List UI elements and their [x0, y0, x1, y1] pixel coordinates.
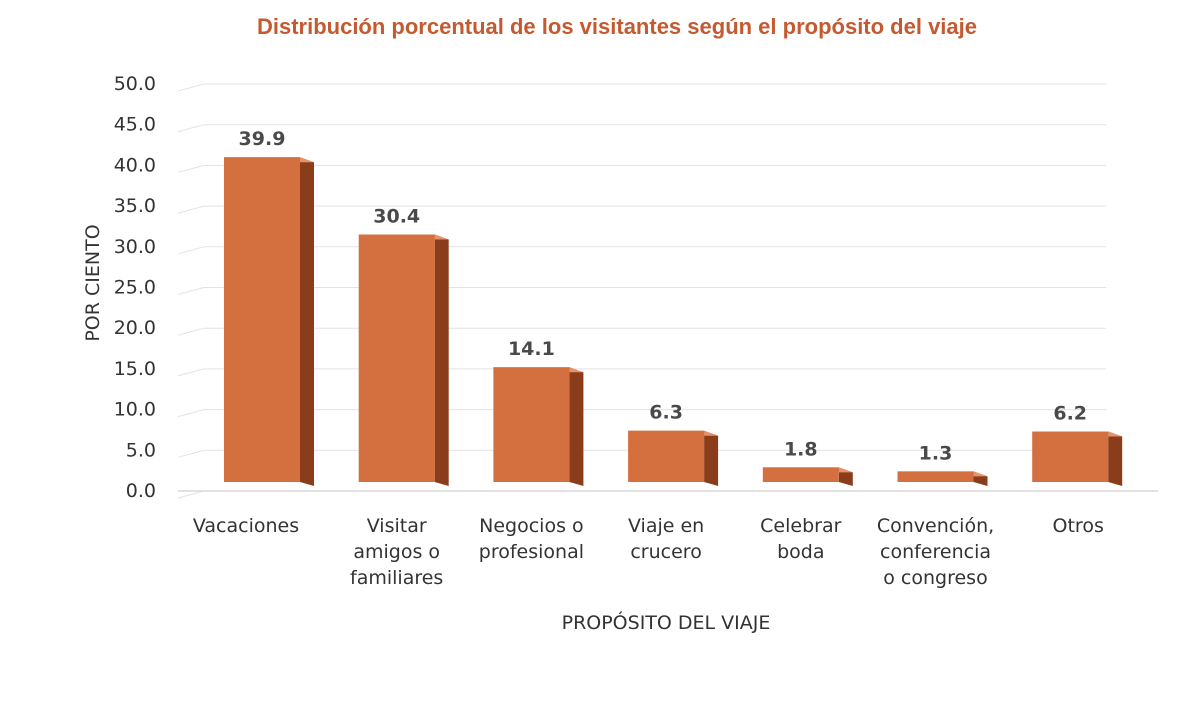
gridline-side [177, 287, 205, 295]
data-label: 1.8 [784, 438, 818, 460]
bar-front [762, 467, 839, 482]
gridline-side [177, 164, 205, 173]
category-label: Celebrar boda [760, 515, 841, 563]
y-tick-label: 35.0 [114, 195, 156, 217]
gridline-side [177, 409, 205, 418]
y-tick-label: 5.0 [126, 439, 156, 461]
y-tick-label: 50.0 [114, 73, 156, 95]
y-tick-label: 20.0 [114, 317, 156, 339]
category-label: Negocios o profesional [479, 515, 584, 563]
category-label: Viaje en crucero [628, 515, 704, 563]
bar-side [434, 234, 449, 486]
y-tick-label: 25.0 [114, 277, 156, 299]
bar [628, 430, 719, 486]
bar [1032, 431, 1123, 486]
data-label: 30.4 [373, 206, 420, 228]
gridline-side [177, 449, 205, 458]
y-tick-label: 0.0 [126, 480, 156, 502]
bar-front [897, 471, 974, 482]
category-labels: Vacaciones Visitar amigos o familiares Negoc… [193, 515, 1104, 589]
bar-side [300, 157, 314, 487]
y-tick-label: 40.0 [114, 154, 156, 176]
data-label: 1.3 [919, 442, 953, 464]
data-label: 14.1 [508, 338, 555, 360]
bar [897, 471, 988, 486]
chart-title: Distribución porcentual de los visitante… [257, 14, 977, 39]
y-axis-ticks: 0.0 5.0 10.0 15.0 20.0 25.0 30.0 35.0 40.0 45.0 50… [114, 73, 156, 502]
gridline-side [177, 246, 205, 255]
category-label: Convención, conferencia o congreso [877, 515, 994, 589]
bar-front [1032, 431, 1109, 482]
gridline-side [177, 490, 205, 499]
data-label: 39.9 [239, 128, 286, 150]
gridline-side [177, 83, 205, 92]
bar [224, 157, 314, 487]
bar [493, 367, 584, 486]
bar-front [358, 234, 435, 482]
bar-front [493, 367, 570, 482]
y-tick-label: 30.0 [114, 236, 156, 258]
y-axis-title: POR CIENTO [82, 224, 104, 341]
bar-front [224, 157, 300, 483]
y-tick-label: 10.0 [114, 399, 156, 421]
bar [762, 467, 853, 486]
data-label: 6.3 [649, 402, 683, 424]
y-tick-label: 15.0 [114, 358, 156, 380]
category-label: Otros [1053, 515, 1104, 537]
category-label: Visitar amigos o familiares [350, 515, 443, 589]
bar-side [1108, 431, 1123, 486]
bar-front [628, 430, 705, 482]
gridlines [177, 83, 1158, 499]
gridline-side [177, 205, 205, 214]
data-label: 6.2 [1053, 403, 1087, 425]
bar [358, 234, 449, 486]
gridline-side [177, 368, 205, 377]
data-labels: 39.9 30.4 14.1 6.3 1.8 1.3 6.2 [239, 128, 1087, 464]
gridline-side [177, 327, 205, 336]
y-tick-label: 45.0 [114, 114, 156, 136]
x-axis-title: PROPÓSITO DEL VIAJE [562, 610, 771, 634]
bars [224, 157, 1123, 487]
bar-side [704, 430, 719, 486]
gridline-side [177, 124, 205, 133]
bar-side [569, 367, 584, 486]
category-label: Vacaciones [193, 515, 299, 537]
